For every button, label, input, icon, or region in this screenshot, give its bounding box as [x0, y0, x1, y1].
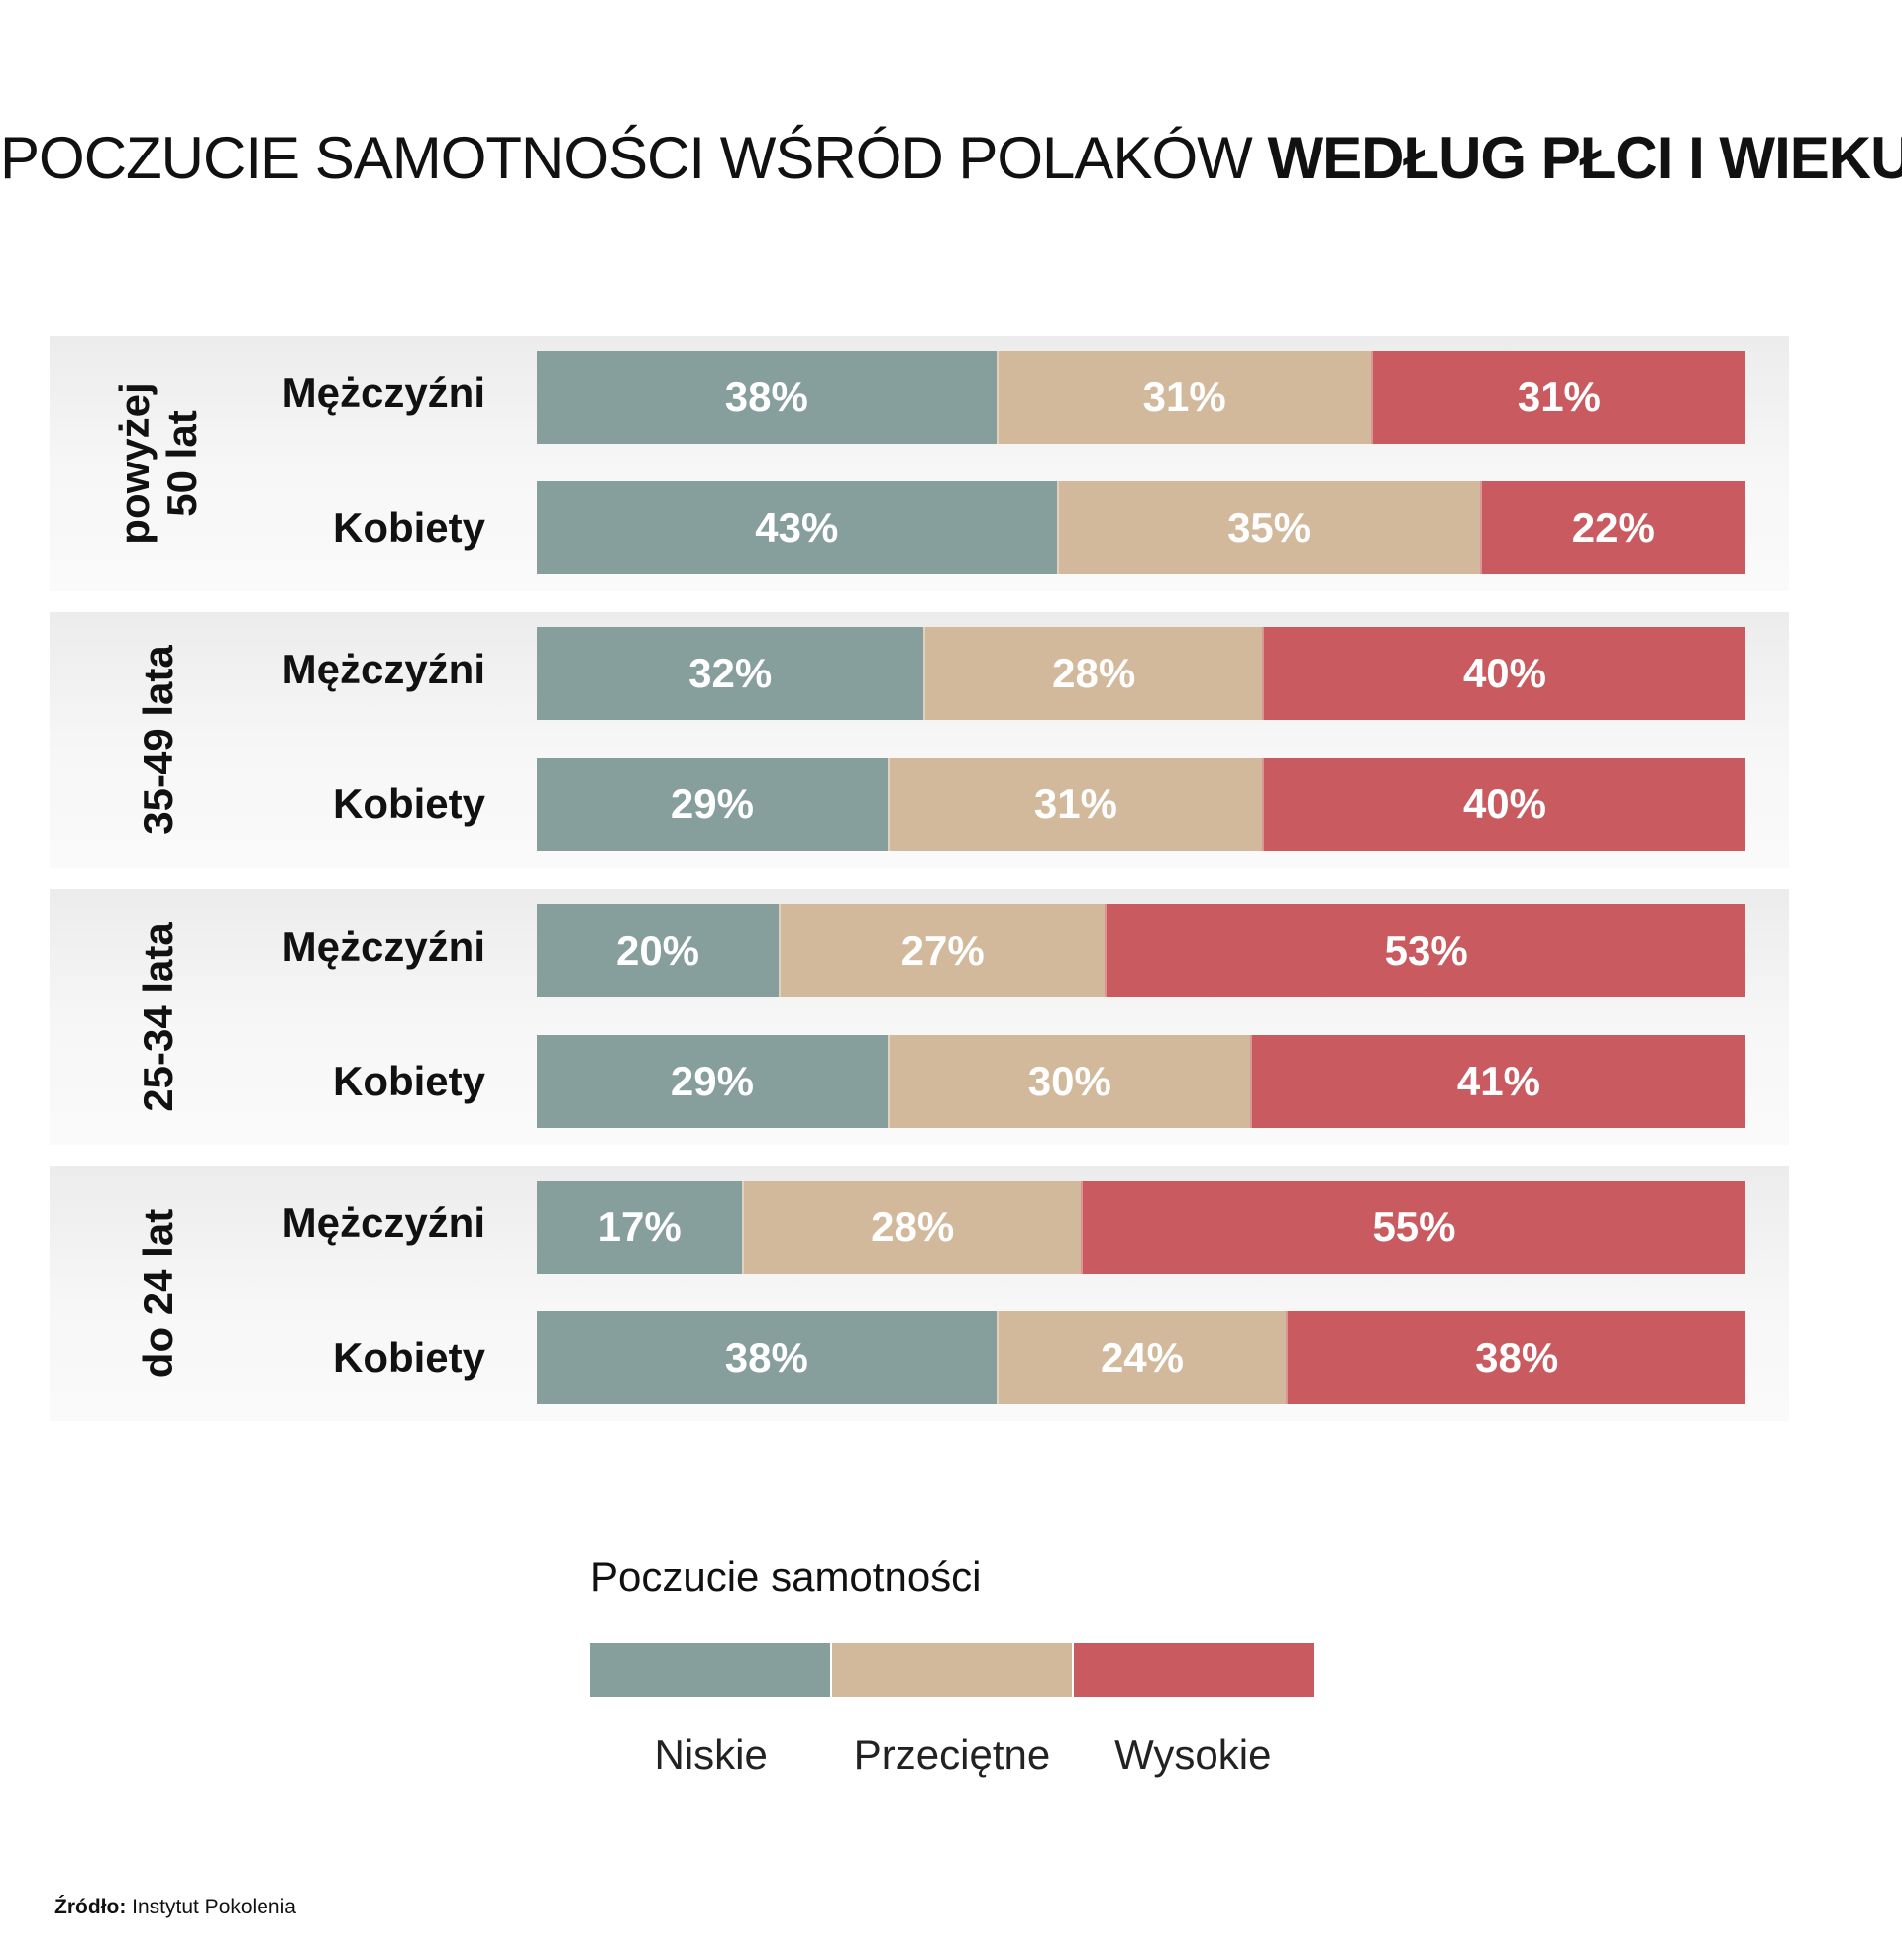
legend-title: Poczucie samotności	[590, 1553, 982, 1599]
bar-segment-high: 40%	[1261, 627, 1745, 720]
bar-segment-low: 17%	[537, 1181, 743, 1274]
bar-segment-average: 31%	[996, 351, 1371, 444]
source-text: Instytut Pokolenia	[132, 1896, 296, 1918]
legend-swatches	[590, 1643, 1314, 1697]
gender-label: Mężczyźni	[281, 646, 485, 692]
stacked-bar: 29% 30% 41%	[537, 1035, 1745, 1128]
source-note: Źródło: Instytut Pokolenia	[54, 1894, 296, 1921]
bar-segment-average: 27%	[779, 904, 1106, 997]
gender-label: Kobiety	[332, 1334, 485, 1381]
gender-label: Kobiety	[332, 1058, 485, 1104]
stacked-bar: 43% 35% 22%	[537, 481, 1745, 574]
chart-title: POCZUCIE SAMOTNOŚCI WŚRÓD POLAKÓW WEDŁUG…	[0, 117, 1902, 200]
stacked-bar: 38% 24% 38%	[537, 1311, 1745, 1404]
gender-label: Mężczyźni	[281, 1199, 485, 1246]
bar-segment-average: 28%	[923, 627, 1262, 720]
age-group-label-line: do 24 lat	[135, 1208, 181, 1379]
bar-segment-average: 28%	[742, 1181, 1081, 1274]
gender-label: Kobiety	[332, 780, 485, 827]
bar-segment-low: 20%	[537, 904, 779, 997]
stacked-bar: 17% 28% 55%	[537, 1181, 1745, 1274]
stacked-bar: 29% 31% 40%	[537, 758, 1745, 851]
age-group-label-line: powyżej	[111, 382, 158, 545]
bar-segment-low: 29%	[537, 1035, 888, 1128]
gender-label: Kobiety	[332, 504, 485, 551]
legend-swatch-przecietne	[830, 1643, 1072, 1697]
stacked-bar: 32% 28% 40%	[537, 627, 1745, 720]
legend-labels: Niskie Przeciętne Wysokie	[590, 1727, 1314, 1783]
bar-segment-low: 38%	[537, 1311, 997, 1404]
bar-segment-average: 31%	[887, 758, 1262, 851]
chart-title-bold: WEDŁUG PŁCI I WIEKU	[1267, 125, 1902, 191]
legend-swatch-niskie	[590, 1643, 830, 1697]
bar-segment-high: 38%	[1286, 1311, 1745, 1404]
bar-segment-low: 32%	[537, 627, 924, 720]
legend-label-wysokie: Wysokie	[1114, 1731, 1272, 1778]
source-label: Źródło:	[54, 1896, 127, 1918]
stacked-bar: 20% 27% 53%	[537, 904, 1745, 997]
bar-segment-high: 40%	[1261, 758, 1745, 851]
bar-segment-average: 35%	[1056, 481, 1480, 574]
gender-label: Mężczyźni	[281, 369, 485, 416]
bar-segment-high: 41%	[1249, 1035, 1745, 1128]
bar-segment-high: 53%	[1105, 904, 1745, 997]
stacked-bar: 38% 31% 31%	[537, 351, 1745, 444]
bar-segment-low: 43%	[537, 481, 1057, 574]
gender-label: Mężczyźni	[281, 923, 485, 970]
legend-label-przecietne: Przeciętne	[853, 1731, 1051, 1778]
legend-label-niskie: Niskie	[654, 1731, 768, 1778]
bar-segment-high: 55%	[1080, 1181, 1745, 1274]
bar-segment-low: 29%	[537, 758, 888, 851]
chart-title-light: POCZUCIE SAMOTNOŚCI WŚRÓD POLAKÓW	[0, 125, 1253, 191]
bar-segment-average: 24%	[996, 1311, 1287, 1404]
age-group-label-line: 25-34 lata	[135, 922, 181, 1112]
bar-segment-average: 30%	[887, 1035, 1250, 1128]
age-group-label-line: 35-49 lata	[135, 645, 181, 835]
legend-swatch-wysokie	[1072, 1643, 1314, 1697]
bar-segment-high: 22%	[1479, 481, 1745, 574]
bar-segment-high: 31%	[1370, 351, 1745, 444]
bar-segment-low: 38%	[537, 351, 997, 444]
